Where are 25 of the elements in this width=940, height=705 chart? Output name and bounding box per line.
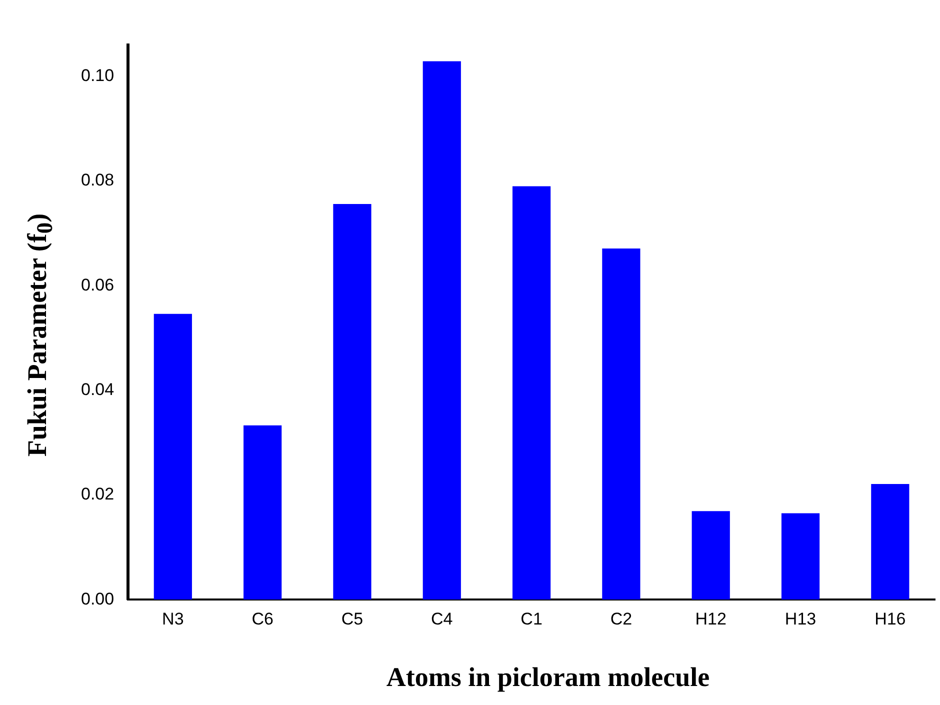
x-tick-label: C2 [610, 609, 632, 628]
y-tick-label: 0.04 [80, 380, 114, 400]
x-tick-label: N3 [162, 609, 184, 628]
x-tick-label: H13 [784, 609, 816, 628]
x-axis-title: Atoms in picloram molecule [386, 662, 710, 693]
bar [692, 511, 730, 600]
bar [512, 186, 551, 600]
bar [333, 204, 372, 600]
x-tick-label: H16 [874, 609, 906, 628]
bar [602, 248, 640, 600]
x-tick-label: H12 [695, 609, 726, 628]
x-tick-label: C6 [252, 609, 274, 628]
bar [781, 513, 820, 600]
bar [422, 61, 461, 600]
bar [154, 314, 192, 600]
bar [244, 425, 282, 600]
x-tick-label: C1 [520, 609, 542, 628]
x-tick-label: C4 [431, 609, 453, 628]
bar [871, 484, 910, 600]
y-tick-label: 0.10 [80, 66, 114, 86]
y-tick-label: 0.06 [80, 275, 114, 294]
x-tick-label: C5 [341, 609, 364, 628]
y-tick-label: 0.00 [80, 589, 114, 608]
y-tick-label: 0.02 [80, 484, 114, 504]
y-tick-label: 0.08 [80, 170, 114, 190]
